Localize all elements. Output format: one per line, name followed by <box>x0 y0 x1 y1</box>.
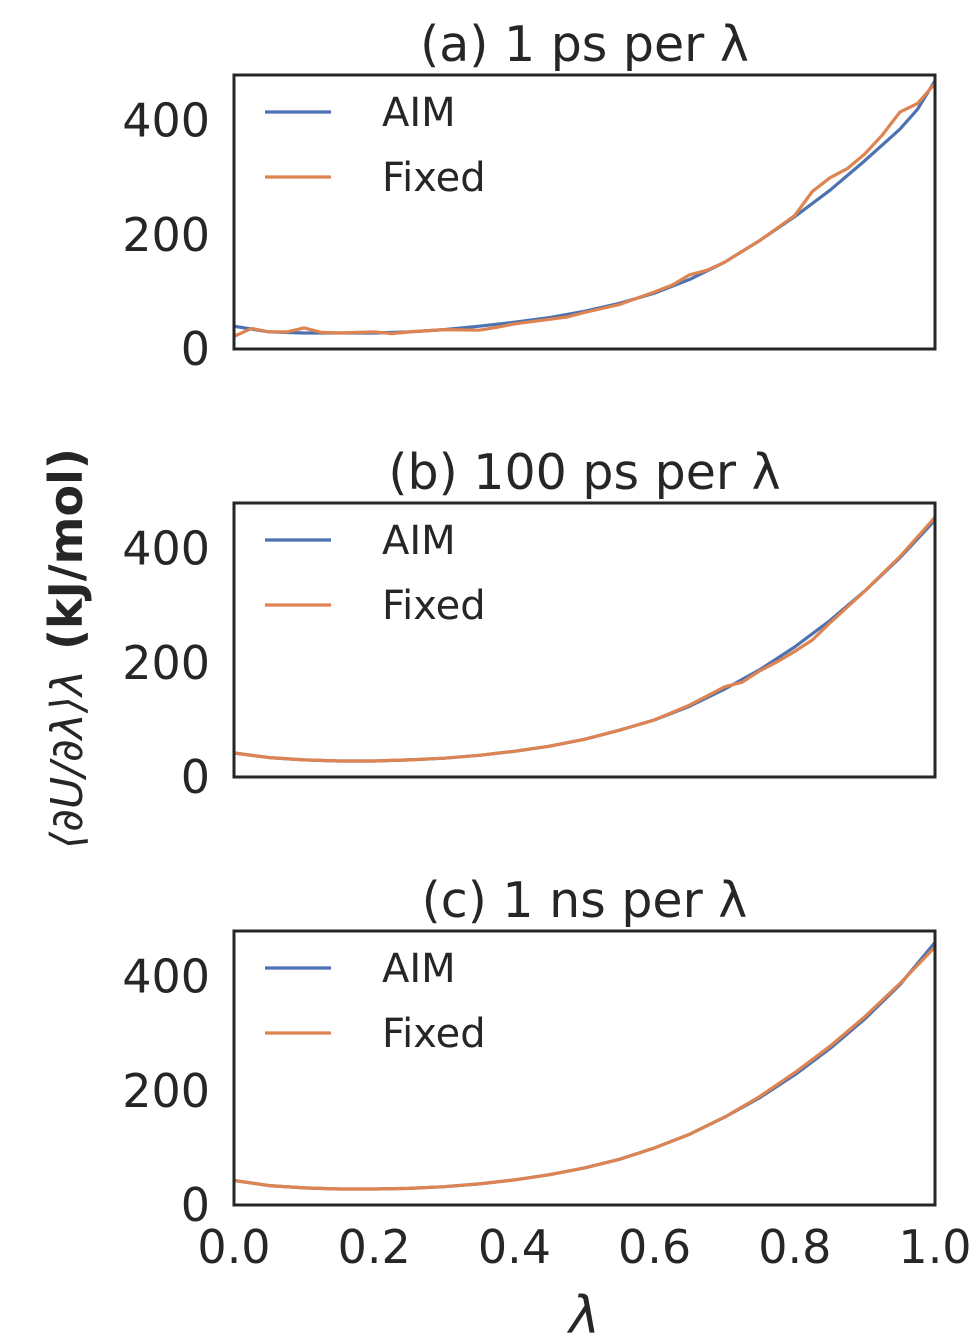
legend-label-aim: AIM <box>382 946 456 992</box>
plot-area <box>234 940 935 1191</box>
x-axis-label: λ <box>566 1286 600 1341</box>
series-line-aim <box>234 940 935 1191</box>
y-tick-label: 200 <box>122 636 210 690</box>
panel-3: (c) 1 ns per λ 0 200 400 AIM Fixed 0.0 0.2 0.4 0.… <box>122 872 971 1341</box>
panel-title: (c) 1 ns per λ <box>422 872 748 929</box>
x-tick-label: 0.2 <box>338 1220 411 1274</box>
y-label-expression: ⟨∂U/∂λ⟩λ <box>42 670 93 849</box>
x-tick-label: 0.0 <box>197 1220 270 1274</box>
axes-frame <box>232 501 937 779</box>
axes-frame <box>232 929 937 1207</box>
legend-label-fixed: Fixed <box>382 155 486 201</box>
x-tick-label: 0.8 <box>758 1220 831 1274</box>
legend-label-fixed: Fixed <box>382 583 486 629</box>
series-line-aim <box>234 79 935 335</box>
y-tick-label: 200 <box>122 208 210 262</box>
legend-label-fixed: Fixed <box>382 1011 486 1057</box>
legend: AIM Fixed <box>265 90 486 201</box>
legend-label-aim: AIM <box>382 90 456 136</box>
series-line-fixed <box>234 81 935 338</box>
legend: AIM Fixed <box>265 946 486 1057</box>
x-tick-label: 1.0 <box>898 1220 971 1274</box>
y-tick-label: 400 <box>122 94 210 148</box>
y-tick-label: 400 <box>122 522 210 576</box>
panel-1: (a) 1 ps per λ 0 200 400 AIM Fixed <box>122 16 937 376</box>
series-line-aim <box>234 518 935 763</box>
y-tick-label: 0 <box>181 322 210 376</box>
plot-area <box>234 515 935 763</box>
y-tick-label: 0 <box>181 1178 210 1232</box>
panel-2: (b) 100 ps per λ 0 200 400 AIM Fixed <box>122 444 937 804</box>
y-tick-label: 400 <box>122 950 210 1004</box>
x-tick-label: 0.4 <box>478 1220 551 1274</box>
y-tick-label: 0 <box>181 750 210 804</box>
y-label-unit: (kJ/mol) <box>39 448 93 650</box>
panel-title: (b) 100 ps per λ <box>388 444 780 501</box>
axes-frame <box>232 73 937 351</box>
shared-y-axis-label: ⟨∂U/∂λ⟩λ (kJ/mol) <box>39 448 93 849</box>
panel-title: (a) 1 ps per λ <box>420 16 749 73</box>
series-line-fixed <box>234 945 935 1191</box>
legend-label-aim: AIM <box>382 518 456 564</box>
x-tick-label: 0.6 <box>618 1220 691 1274</box>
y-tick-label: 200 <box>122 1064 210 1118</box>
plot-area <box>234 79 935 338</box>
legend: AIM Fixed <box>265 518 486 629</box>
series-line-fixed <box>234 515 935 763</box>
